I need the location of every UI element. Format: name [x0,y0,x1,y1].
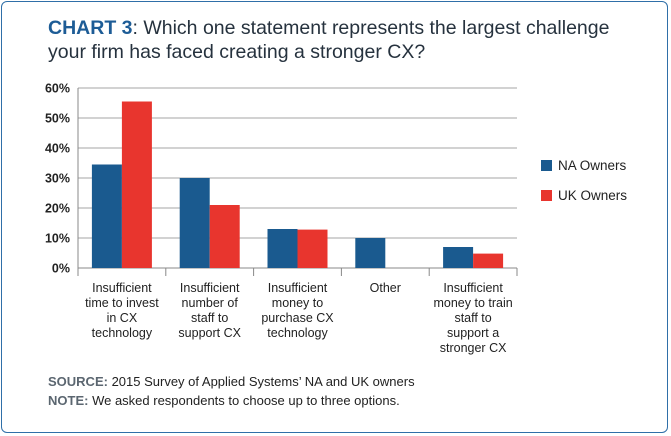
x-category-label-line: time to invest [85,296,159,310]
x-category-label-line: support CX [178,326,241,340]
x-category-label-line: money to [272,296,323,310]
bar-na [267,229,298,268]
legend-label-na: NA Owners [558,157,627,173]
x-category-label: Insufficient money to purchase CX technolog… [261,281,334,340]
bar-uk [473,253,504,268]
source-label: SOURCE: [48,374,108,389]
x-category-label-line: Insufficient [268,281,328,295]
y-tick-label: 20% [45,202,70,216]
note-text: We asked respondents to choose up to thr… [88,393,400,408]
legend-swatch-na [541,159,552,171]
bar-na [355,238,386,268]
x-category-label-line: staff to [191,311,228,325]
x-category-label-line: Insufficient [443,281,503,295]
x-category-label-line: Other [370,281,401,295]
y-tick-label: 50% [45,112,70,126]
y-tick-label: 10% [45,232,70,246]
bar-na [179,178,210,268]
y-tick-label: 60% [45,82,70,96]
x-category-label-line: support a [447,326,499,340]
source-line: SOURCE: 2015 Survey of Applied Systems’ … [48,372,415,391]
legend-label-uk: UK Owners [558,187,628,203]
y-tick-label: 40% [45,142,70,156]
legend-item-uk: UK Owners [541,185,627,205]
x-category-label-line: purchase CX [261,311,334,325]
bar-uk [209,205,240,268]
chart-question: : Which one statement represents the lar… [48,17,610,63]
footer: SOURCE: 2015 Survey of Applied Systems’ … [48,372,415,410]
bar-uk [297,229,328,268]
x-category-label-line: money to train [433,296,512,310]
note-line: NOTE: We asked respondents to choose up … [48,391,415,410]
x-category-label-line: staff to [454,311,491,325]
source-text: 2015 Survey of Applied Systems’ NA and U… [107,374,415,389]
bar-na [443,247,474,268]
x-category-label: Other [370,281,401,295]
legend: NA Owners UK Owners [541,155,627,215]
bar-uk [121,101,152,268]
x-category-label-line: number of [182,296,239,310]
y-tick-label: 0% [52,262,70,276]
x-category-label-line: Insufficient [92,281,152,295]
legend-item-na: NA Owners [541,155,627,175]
chart-number: CHART 3 [48,17,133,39]
bar-na [91,164,122,268]
x-category-label: Insufficient number of staff to support CX [178,281,241,340]
legend-swatch-uk [541,189,552,201]
x-category-label: Insufficient time to invest in CX technolog… [85,281,159,340]
x-category-label: Insufficient money to train staff to suppor… [433,281,512,355]
x-category-label-line: stronger CX [440,341,507,355]
x-category-label-line: technology [267,326,328,340]
x-category-label-line: technology [92,326,153,340]
x-category-label-line: in CX [107,311,138,325]
chart-title: CHART 3: Which one statement represents … [48,16,648,64]
y-tick-label: 30% [45,172,70,186]
x-category-label-line: Insufficient [180,281,240,295]
note-label: NOTE: [48,393,89,408]
